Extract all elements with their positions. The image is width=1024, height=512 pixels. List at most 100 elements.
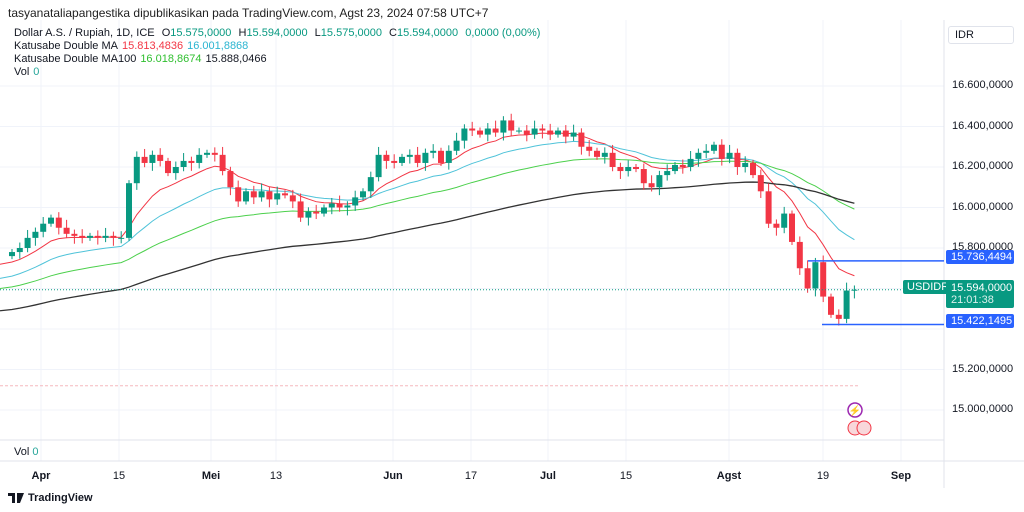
candle-down: [750, 162, 756, 176]
candle-up: [32, 231, 39, 238]
time-axis-label: 17: [464, 470, 478, 482]
time-axis-label: Mei: [201, 470, 221, 482]
candle-down: [165, 160, 171, 174]
candle-down: [765, 191, 772, 224]
legend-ma100-row[interactable]: Katusabe Double MA100 16.018,8674 15.888,0…: [14, 53, 267, 65]
candle-down: [835, 314, 842, 319]
legend-ma-row[interactable]: Katusabe Double MA 15.813,4836 16.001,8868: [14, 40, 249, 52]
candle-down: [391, 160, 398, 163]
candle-up: [352, 197, 359, 206]
candle-up: [430, 150, 437, 153]
candle-up: [703, 150, 710, 153]
legend-vol-row[interactable]: Vol 0: [14, 66, 40, 78]
candle-down: [617, 167, 624, 172]
candle-up: [204, 152, 210, 155]
candle-down: [79, 235, 86, 238]
last-price: 15.594,0000: [951, 282, 1013, 294]
candle-down: [523, 130, 530, 135]
lightning-event-icon: [847, 402, 863, 418]
candle-down: [586, 146, 593, 151]
countdown: 21:01:38: [951, 294, 994, 306]
candle-up: [664, 171, 671, 176]
candle-down: [679, 164, 686, 167]
levels: [0, 260, 944, 326]
candle-up: [16, 248, 23, 253]
time-axis-label: 13: [269, 470, 283, 482]
candle-down: [492, 128, 499, 133]
candle-up: [516, 130, 522, 132]
candle-up: [305, 211, 312, 218]
candle-down: [718, 144, 725, 159]
candle-up: [570, 132, 577, 137]
published-line: tasyanataliapangestika dipublikasikan pa…: [8, 6, 489, 20]
candle-up: [781, 213, 788, 228]
candle-down: [383, 154, 390, 161]
candle-down: [414, 154, 421, 163]
currency-button[interactable]: IDR: [948, 26, 1014, 44]
candle-down: [55, 217, 62, 228]
time-axis-label: Apr: [31, 470, 51, 482]
candle-down: [157, 154, 164, 161]
tradingview-logo-icon: [8, 493, 24, 503]
time-axis-label: 19: [816, 470, 830, 482]
candle-up: [531, 128, 538, 135]
candle-down: [578, 132, 585, 147]
candle-up: [695, 152, 702, 159]
time-axis-label: Agst: [716, 470, 742, 482]
ma-green-line: [0, 158, 855, 289]
candle-up: [149, 154, 156, 163]
tradingview-logo[interactable]: TradingView: [8, 492, 93, 504]
candle-down: [648, 183, 655, 188]
upper-level-tag: 15.736,4494: [946, 250, 1014, 264]
candle-up: [360, 191, 366, 198]
candle-up: [367, 177, 374, 192]
candle-up: [687, 158, 694, 167]
candle-down: [266, 191, 273, 200]
candle-down: [336, 203, 343, 208]
ma-cyan-line: [0, 140, 855, 279]
candle-down: [211, 152, 218, 155]
symbol-tag: USDIDR: [903, 280, 954, 294]
candle-down: [71, 233, 78, 236]
candle-up: [484, 128, 491, 135]
candle-up: [555, 130, 561, 135]
candle-up: [328, 203, 335, 208]
time-axis-label: Jul: [540, 470, 556, 482]
price-axis-label: 16.600,0000: [952, 79, 1014, 91]
candle-up: [445, 150, 452, 163]
candle-down: [63, 227, 70, 234]
candle-up: [126, 183, 132, 238]
candle-up: [672, 164, 678, 172]
candle-up: [87, 235, 93, 238]
candle-up: [118, 237, 125, 239]
time-axis-label: 15: [112, 470, 126, 482]
price-axis-label: 16.000,0000: [952, 200, 1014, 213]
candle-down: [828, 296, 834, 315]
candle-up: [711, 144, 717, 151]
candle-down: [508, 120, 515, 131]
candle-up: [843, 290, 850, 319]
candle-up: [274, 193, 281, 200]
time-axis-label: Sep: [890, 470, 912, 482]
candle-up: [344, 205, 351, 208]
lower-level-tag: 15.422,1495: [946, 314, 1014, 328]
candle-up: [321, 207, 327, 214]
price-axis-label: 16.400,0000: [952, 119, 1014, 132]
candle-up: [24, 237, 31, 248]
ma-red-line: [0, 132, 855, 277]
candle-up: [742, 162, 749, 167]
candle-up: [196, 154, 203, 163]
candle-down: [789, 213, 795, 242]
candle-down: [562, 130, 569, 137]
candle-down: [219, 154, 226, 172]
candle-down: [469, 128, 476, 131]
candle-up: [601, 152, 608, 157]
candle-down: [539, 128, 546, 131]
candle-down: [227, 171, 234, 188]
candle-up: [180, 160, 187, 167]
candle-down: [94, 235, 101, 238]
candle-up: [422, 152, 429, 163]
candle-up: [133, 156, 140, 184]
candle-up: [399, 156, 405, 163]
